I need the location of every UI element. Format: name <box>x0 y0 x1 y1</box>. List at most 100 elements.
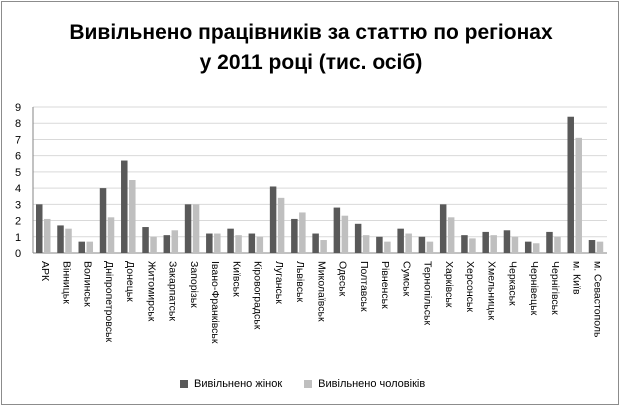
x-tick-label: Полтавськ <box>358 261 370 312</box>
bar-women <box>291 218 298 253</box>
x-tick-label: Житомирськ <box>145 261 157 322</box>
y-tick-label: 5 <box>15 167 21 179</box>
bar-men <box>235 235 242 253</box>
x-tick-label: Івано-Франківськ <box>209 261 221 344</box>
bar-men <box>107 217 115 253</box>
legend-swatch-women <box>180 380 188 388</box>
bar-men <box>171 230 179 253</box>
chart-title: Вивільнено працівників за статтю по регі… <box>0 18 622 78</box>
legend-label-men: Вивільнено чоловіків <box>318 378 426 390</box>
bar-women <box>524 241 532 253</box>
x-tick-label: Кіровоградськ <box>252 261 264 330</box>
bar-men <box>596 241 604 253</box>
bar-women <box>376 236 383 253</box>
x-tick-label: АРК <box>39 261 51 282</box>
bar-men <box>150 236 157 253</box>
x-tick-label: Сумськ <box>400 261 412 297</box>
bar-men <box>447 217 455 253</box>
bar-women <box>312 233 319 253</box>
bar-women <box>461 235 468 253</box>
bar-men <box>362 235 370 253</box>
y-tick-label: 3 <box>15 199 21 211</box>
y-tick-label: 8 <box>15 118 21 130</box>
bar-women <box>333 207 341 253</box>
bar-men <box>511 236 519 253</box>
bar-women <box>78 241 86 253</box>
x-tick-label: м. Севастополь <box>592 261 604 338</box>
legend-label-women: Вивільнено жінок <box>194 378 283 390</box>
bar-men <box>65 228 72 253</box>
x-tick-label: Львівськ <box>294 261 306 302</box>
chart-title-line-2: у 2011 році (тис. осіб) <box>199 51 423 74</box>
bar-men <box>341 215 349 253</box>
x-tick-label: Одеськ <box>337 261 349 297</box>
bar-women <box>546 231 553 253</box>
x-tick-label: Херсонськ <box>464 261 476 312</box>
x-tick-label: Харківськ <box>443 261 455 308</box>
x-tick-label: Чернігівськ <box>549 261 561 315</box>
bar-women <box>227 228 234 253</box>
bar-women <box>397 228 404 253</box>
bar-women <box>503 230 511 253</box>
y-tick-label: 0 <box>15 248 21 260</box>
bar-men <box>277 197 285 253</box>
bar-women <box>121 160 128 253</box>
bar-men <box>44 218 51 253</box>
y-tick-label: 6 <box>15 151 21 163</box>
x-tick-label: Київськ <box>230 261 242 297</box>
bar-women <box>588 240 596 253</box>
chart-title-line-1: Вивільнено працівників за статтю по регі… <box>69 21 553 44</box>
bar-women <box>439 204 447 253</box>
bar-men <box>192 204 200 253</box>
bar-men <box>490 235 497 253</box>
bar-women <box>482 231 489 253</box>
y-tick-label: 1 <box>15 232 21 244</box>
y-tick-label: 4 <box>15 183 21 195</box>
x-tick-label: Чернівецьк <box>528 261 540 316</box>
bar-men <box>86 241 94 253</box>
x-tick-label: Волинськ <box>82 261 94 307</box>
bar-women <box>418 236 426 253</box>
bar-women <box>567 116 574 253</box>
x-tick-label: Запорізьк <box>188 261 200 308</box>
bar-women <box>142 227 149 253</box>
bar-women <box>163 235 171 253</box>
bar-men <box>214 233 221 253</box>
bar-women <box>99 188 107 253</box>
bar-women <box>206 233 213 253</box>
y-tick-label: 2 <box>15 216 21 228</box>
bar-men <box>532 243 540 253</box>
bar-men <box>256 236 264 253</box>
x-tick-label: Вінницьк <box>60 261 72 304</box>
bar-men <box>129 180 136 253</box>
bar-women <box>354 223 362 253</box>
x-tick-label: Черкаськ <box>507 261 519 306</box>
bar-men <box>469 238 476 253</box>
bar-women <box>269 186 277 253</box>
bar-women <box>184 204 192 253</box>
y-tick-label: 9 <box>15 102 21 114</box>
legend-swatch-men <box>304 380 313 388</box>
x-tick-label: Хмельницьк <box>485 261 497 320</box>
chart-legend: Вивільнено жінок Вивільнено чоловіків <box>180 376 447 392</box>
x-tick-label: Миколаївськ <box>315 261 327 322</box>
x-tick-label: Дніпропетровськ <box>103 261 115 342</box>
y-tick-label: 7 <box>15 134 21 146</box>
bar-men <box>384 241 391 253</box>
bar-men <box>405 233 412 253</box>
x-tick-label: Тернопільськ <box>422 261 434 325</box>
legend-item-women: Вивільнено жінок <box>180 378 282 390</box>
legend-item-men: Вивільнено чоловіків <box>304 378 425 390</box>
bar-men <box>320 240 327 253</box>
x-tick-label: м. Київ <box>570 261 582 295</box>
x-tick-label: Закарпатськ <box>167 261 179 321</box>
x-tick-label: Луганськ <box>273 261 285 304</box>
x-tick-label: Донецьк <box>124 261 136 302</box>
x-tick-label: Рівненськ <box>379 261 391 309</box>
bar-men <box>575 137 582 253</box>
bar-men <box>554 236 561 253</box>
bar-women <box>248 233 256 253</box>
bar-women <box>36 204 43 253</box>
bar-men <box>426 241 434 253</box>
